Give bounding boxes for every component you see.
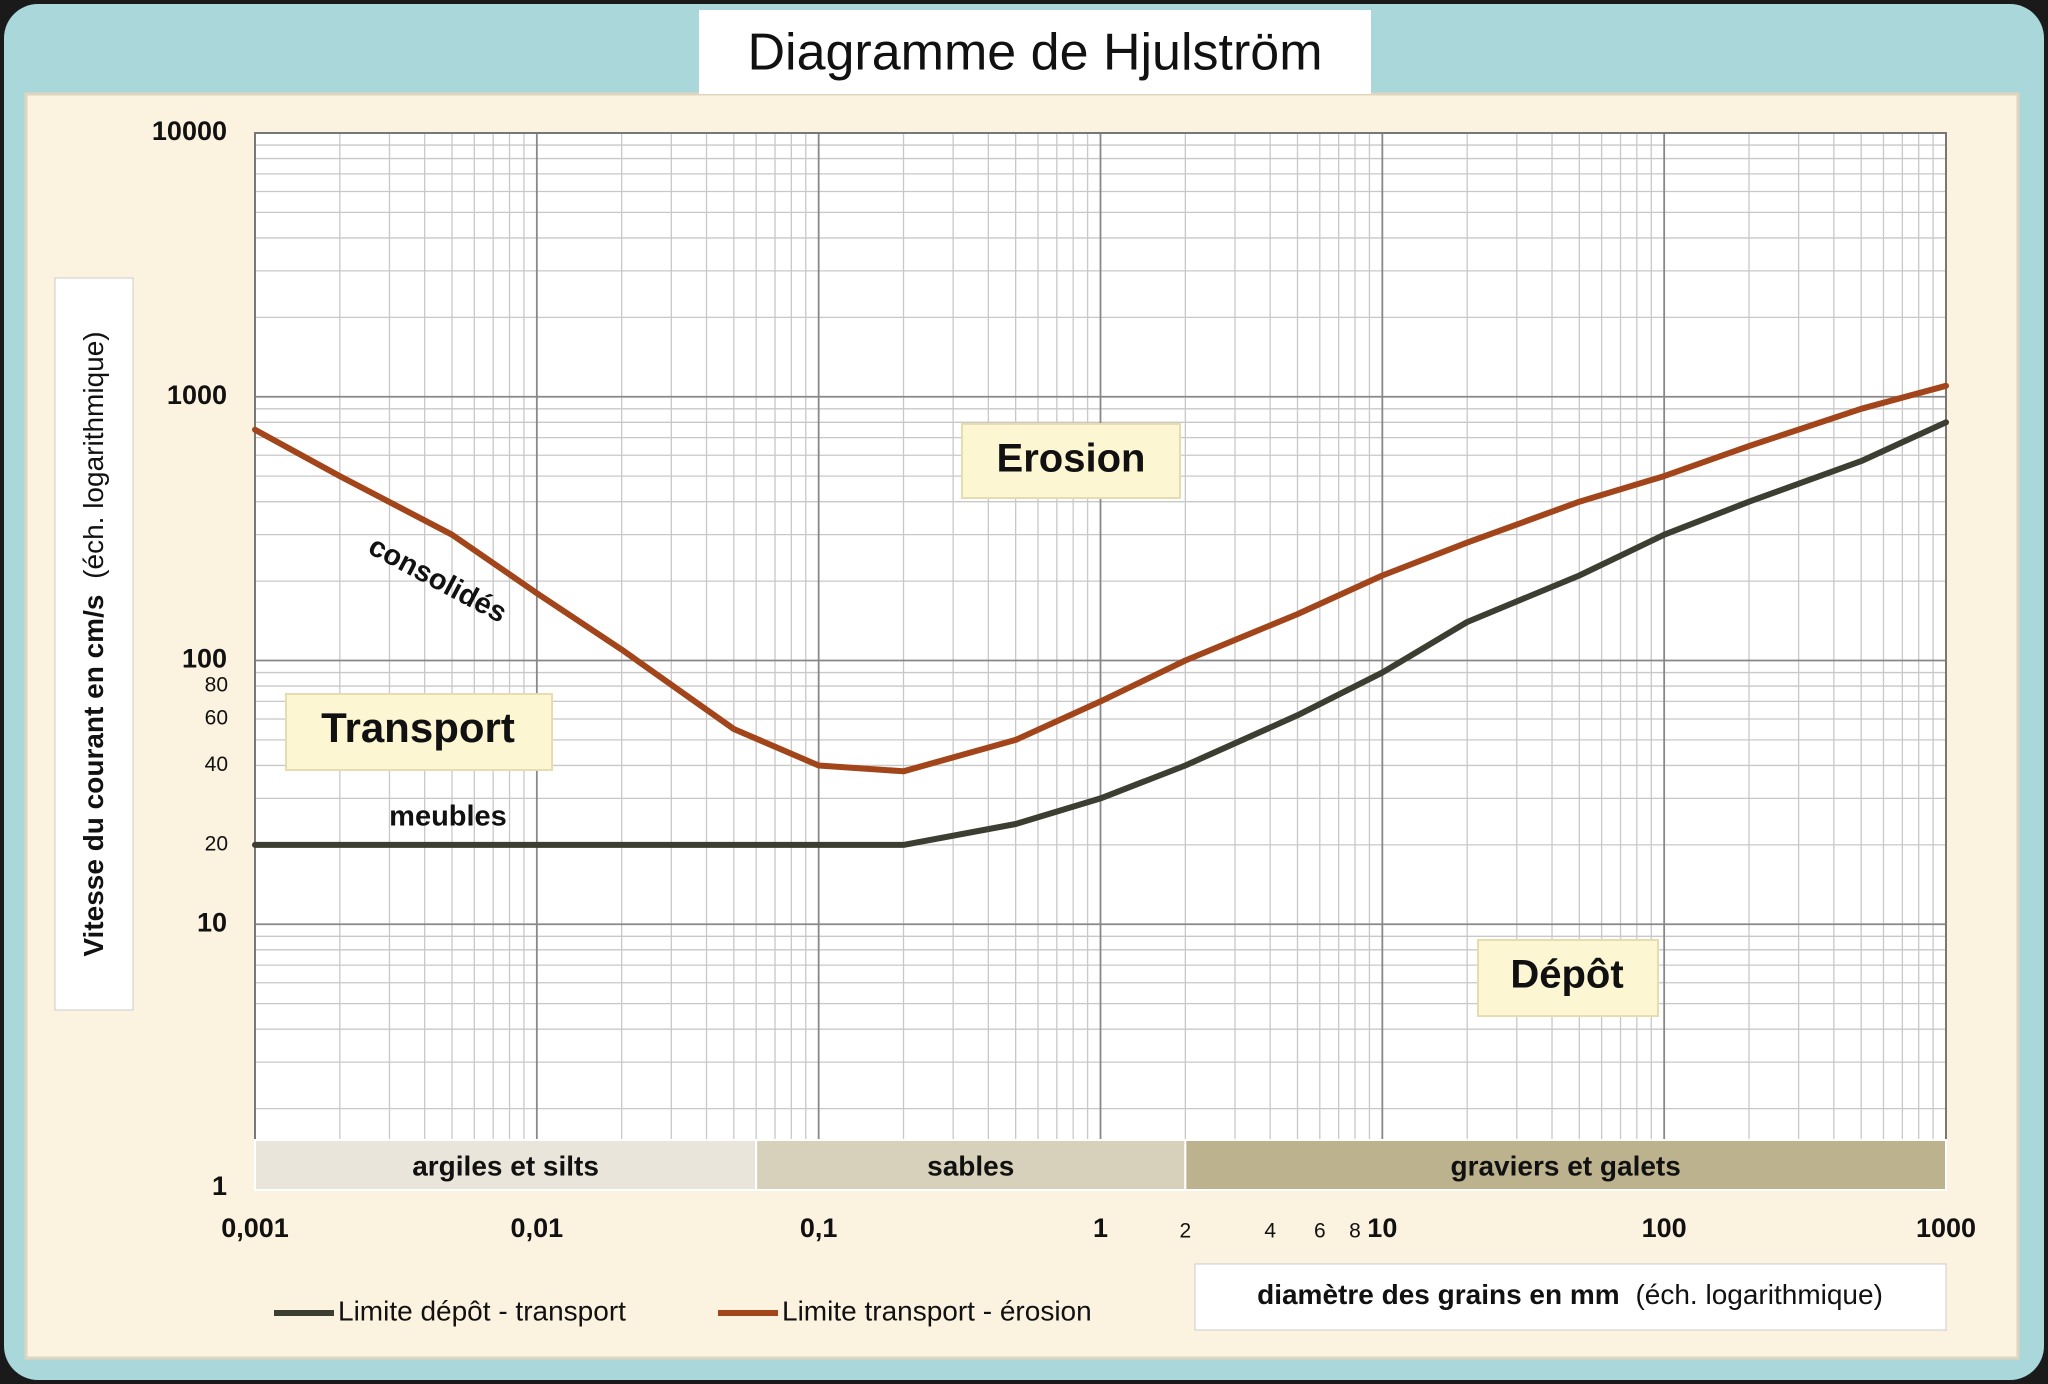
y-tick-label: 1 — [212, 1171, 227, 1201]
annotation: Erosion — [997, 437, 1146, 481]
y-minor-tick-label: 80 — [205, 674, 228, 697]
legend: Limite dépôt - transport Limite transport… — [274, 1295, 1092, 1326]
y-axis-label-main: Vitesse du courant en cm/s — [78, 595, 109, 957]
x-axis-label-note: (éch. logarithmique) — [1635, 1279, 1882, 1310]
band-label: sables — [927, 1150, 1014, 1181]
x-tick-label: 100 — [1642, 1213, 1687, 1243]
legend-label: Limite dépôt - transport — [338, 1295, 626, 1326]
x-minor-tick-label: 2 — [1179, 1220, 1191, 1243]
x-tick-label: 0,1 — [800, 1213, 838, 1243]
x-minor-tick-label: 8 — [1349, 1220, 1361, 1243]
y-axis-label-note: (éch. logarithmique) — [78, 331, 109, 578]
annotation-box — [961, 423, 1181, 499]
band-label: argiles et silts — [412, 1150, 599, 1181]
x-axis-label-main: diamètre des grains en mm — [1257, 1279, 1620, 1310]
annotation: Transport — [321, 704, 515, 751]
x-tick-label: 1000 — [1916, 1213, 1976, 1243]
x-tick-label: 0,01 — [511, 1213, 564, 1243]
x-tick-label: 10 — [1367, 1213, 1397, 1243]
bands: argiles et silts sables graviers et galets — [254, 1139, 1948, 1191]
x-minor-tick-label: 4 — [1264, 1220, 1276, 1243]
lines — [252, 382, 1949, 848]
y-minor-tick-label: 60 — [205, 707, 228, 730]
annotation-box — [1477, 939, 1659, 1017]
y-label-box — [54, 277, 134, 1011]
chart-title: Diagramme de Hjulström — [747, 24, 1322, 82]
x-tick-label: 1 — [1093, 1213, 1108, 1243]
y-tick-label: 100 — [182, 644, 227, 674]
y-tick-label: 10 — [197, 907, 227, 937]
x-minor-tick-label: 6 — [1314, 1220, 1326, 1243]
band — [1184, 1139, 1948, 1191]
y-tick-label: 10000 — [152, 116, 227, 146]
series-line — [252, 382, 1949, 775]
x-tick-label: 0,001 — [221, 1213, 289, 1243]
x-label-box — [1194, 1263, 1947, 1331]
band-label: graviers et galets — [1450, 1150, 1680, 1181]
title-box — [699, 10, 1371, 94]
annotation-box — [285, 693, 553, 771]
y-axis-label: Vitesse du courant en cm/s (éch. logarit… — [78, 331, 109, 956]
annotation: meubles — [389, 801, 507, 833]
y-tick-label: 1000 — [167, 380, 227, 410]
annotation: Dépôt — [1510, 953, 1623, 997]
series-line — [252, 419, 1949, 848]
y-minor-tick-label: 40 — [205, 753, 228, 776]
y-minor-tick-label: 20 — [205, 832, 228, 855]
legend-label: Limite transport - érosion — [782, 1295, 1092, 1326]
x-axis-label: diamètre des grains en mm (éch. logarith… — [1257, 1279, 1883, 1310]
band — [755, 1139, 1187, 1191]
